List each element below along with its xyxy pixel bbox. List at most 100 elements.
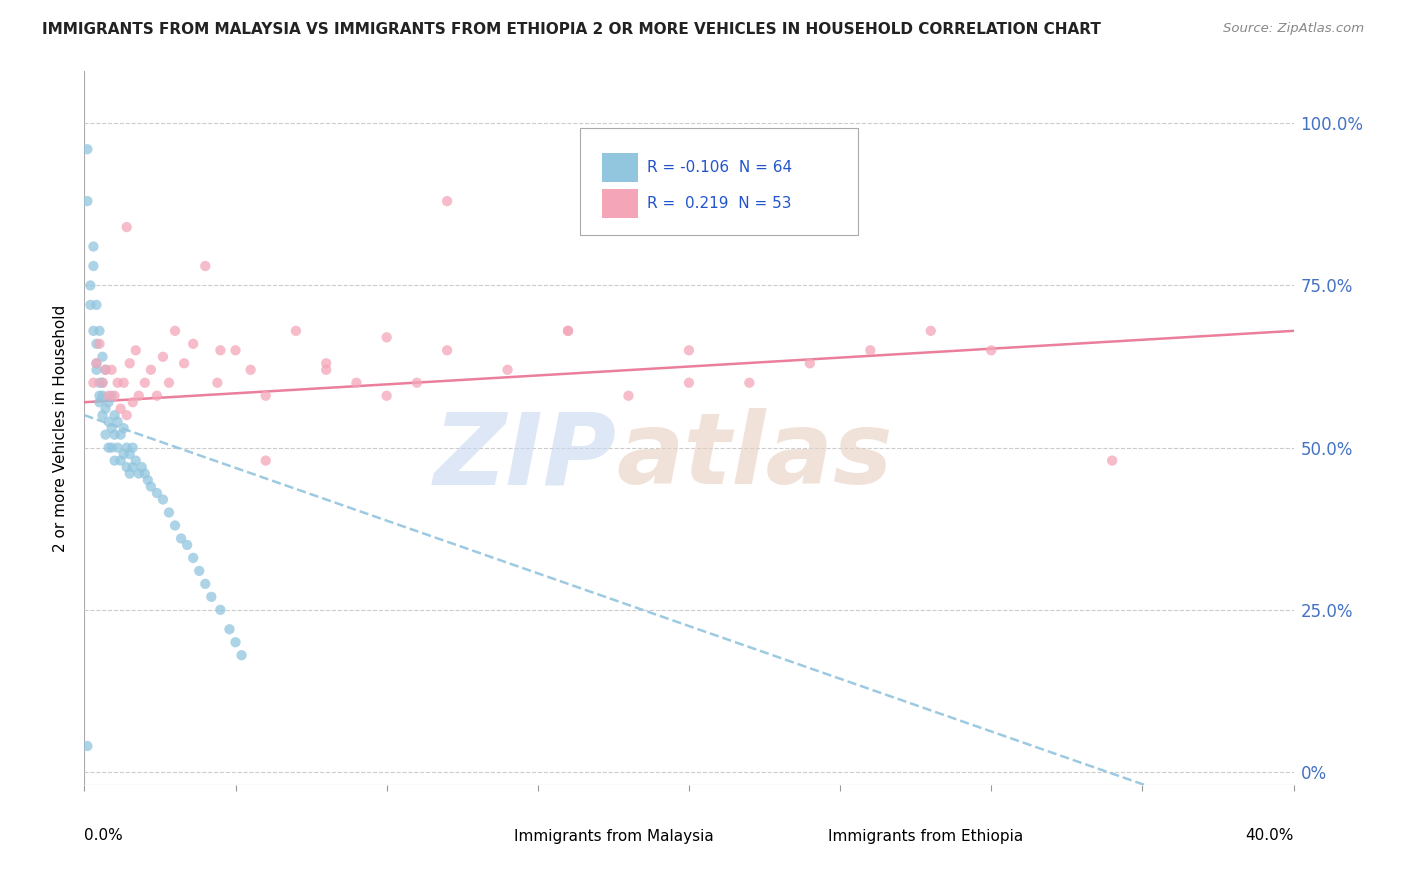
Point: [76, 194, 98, 208]
Point: [209, 343, 232, 358]
Point: [165, 324, 187, 338]
Point: [79, 298, 101, 312]
Point: [678, 376, 700, 390]
Point: [225, 635, 247, 649]
Text: 40.0%: 40.0%: [1246, 828, 1294, 843]
Point: [89, 336, 111, 351]
Point: [89, 376, 111, 390]
Point: [176, 538, 198, 552]
Point: [86, 356, 108, 370]
Point: [82, 376, 104, 390]
Point: [94, 401, 117, 416]
Point: [94, 427, 117, 442]
Point: [110, 401, 132, 416]
Point: [436, 194, 458, 208]
Point: [91, 389, 114, 403]
Point: [315, 356, 337, 370]
Point: [115, 220, 138, 235]
Bar: [602, 189, 638, 218]
Point: [100, 363, 122, 377]
Point: [110, 453, 132, 467]
Point: [157, 506, 180, 520]
Text: Immigrants from Ethiopia: Immigrants from Ethiopia: [828, 829, 1024, 844]
Point: [118, 447, 141, 461]
Point: [118, 467, 141, 481]
Point: [209, 603, 232, 617]
Point: [86, 336, 108, 351]
Point: [121, 395, 143, 409]
Point: [76, 739, 98, 753]
Point: [231, 648, 253, 663]
Point: [112, 421, 135, 435]
Point: [173, 356, 195, 370]
Point: [89, 395, 111, 409]
Text: R =  0.219  N = 53: R = 0.219 N = 53: [647, 196, 792, 211]
Point: [76, 142, 98, 156]
Point: [181, 550, 204, 565]
Point: [799, 356, 821, 370]
Point: [1101, 453, 1123, 467]
Point: [152, 350, 174, 364]
Point: [146, 389, 169, 403]
Point: [110, 427, 132, 442]
Point: [225, 343, 247, 358]
Point: [170, 532, 193, 546]
Point: [89, 324, 111, 338]
Text: IMMIGRANTS FROM MALAYSIA VS IMMIGRANTS FROM ETHIOPIA 2 OR MORE VEHICLES IN HOUSE: IMMIGRANTS FROM MALAYSIA VS IMMIGRANTS F…: [42, 22, 1101, 37]
Point: [254, 453, 277, 467]
Point: [980, 343, 1002, 358]
Point: [112, 376, 135, 390]
Point: [194, 259, 217, 273]
Point: [91, 408, 114, 422]
Point: [678, 343, 700, 358]
Point: [121, 441, 143, 455]
Point: [128, 467, 150, 481]
Point: [97, 389, 120, 403]
Text: atlas: atlas: [616, 409, 893, 505]
Point: [104, 389, 127, 403]
Point: [115, 460, 138, 475]
Point: [107, 441, 129, 455]
Point: [107, 376, 129, 390]
Text: Source: ZipAtlas.com: Source: ZipAtlas.com: [1223, 22, 1364, 36]
Point: [104, 408, 127, 422]
Point: [920, 324, 942, 338]
Point: [134, 376, 156, 390]
Point: [139, 479, 162, 493]
Point: [139, 363, 162, 377]
Point: [157, 376, 180, 390]
Point: [207, 376, 229, 390]
Point: [346, 376, 368, 390]
Y-axis label: 2 or more Vehicles in Household: 2 or more Vehicles in Household: [53, 304, 69, 552]
Point: [115, 441, 138, 455]
Point: [86, 356, 108, 370]
Point: [496, 363, 519, 377]
Point: [254, 389, 277, 403]
Point: [125, 453, 148, 467]
Point: [104, 453, 127, 467]
Point: [436, 343, 458, 358]
Point: [181, 336, 204, 351]
Point: [91, 376, 114, 390]
Point: [125, 343, 148, 358]
Point: [86, 298, 108, 312]
Bar: [602, 153, 638, 182]
Point: [136, 473, 159, 487]
Point: [112, 447, 135, 461]
Point: [107, 415, 129, 429]
Point: [94, 363, 117, 377]
Point: [218, 622, 240, 636]
FancyBboxPatch shape: [581, 128, 858, 235]
Point: [91, 376, 114, 390]
Point: [375, 330, 398, 344]
Text: Immigrants from Malaysia: Immigrants from Malaysia: [513, 829, 713, 844]
Point: [94, 363, 117, 377]
Point: [557, 324, 579, 338]
Point: [79, 278, 101, 293]
Point: [188, 564, 211, 578]
Point: [315, 363, 337, 377]
Point: [406, 376, 429, 390]
Point: [617, 389, 640, 403]
Point: [165, 518, 187, 533]
Point: [285, 324, 308, 338]
